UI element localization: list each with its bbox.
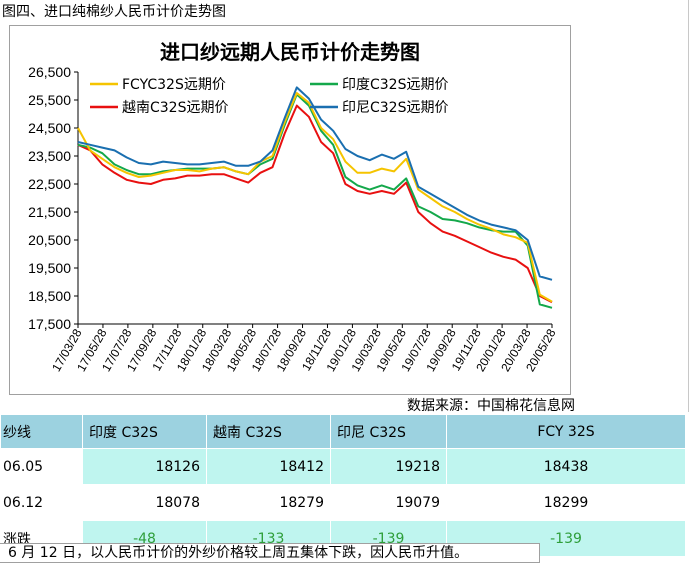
y-tick-label: 18,500	[28, 288, 71, 304]
y-tick-label: 25,500	[28, 92, 71, 108]
series-line	[77, 93, 553, 309]
summary-note: 6 月 12 日，以人民币计价的外纱价格较上周五集体下跌，因人民币升值。	[0, 543, 540, 563]
y-tick-label: 26,500	[28, 64, 71, 80]
table-cell: 19218	[330, 448, 447, 485]
table-cell: 19079	[330, 484, 447, 521]
y-tick-label: 21,500	[28, 204, 71, 220]
y-tick-label: 17,500	[28, 316, 71, 332]
table-cell: 18299	[446, 484, 686, 521]
legend-label: 印尼C32S远期价	[342, 100, 448, 116]
header-indonesia: 印尼 C32S	[330, 414, 447, 449]
legend-label: 越南C32S远期价	[122, 100, 228, 116]
series-line	[77, 104, 553, 304]
table-cell: 18279	[206, 484, 331, 521]
y-tick-label: 24,500	[28, 120, 71, 136]
header-yarn: 纱线	[0, 414, 83, 449]
chart-title: 进口纱远期人民币计价走势图	[160, 40, 420, 64]
chart-frame: 进口纱远期人民币计价走势图 26,500 25,500 24,500 23,500 22…	[9, 25, 571, 395]
table-header-row: 纱线 印度 C32S 越南 C32S 印尼 C32S FCY 32S	[0, 414, 686, 449]
table-cell: 18126	[82, 448, 207, 485]
header-india: 印度 C32S	[82, 414, 207, 449]
price-table: 纱线 印度 C32S 越南 C32S 印尼 C32S FCY 32S 06.05…	[0, 414, 686, 557]
table-cell: 18438	[446, 448, 686, 485]
divider-line	[688, 0, 689, 412]
table-cell: 18078	[82, 484, 207, 521]
y-tick-label: 20,500	[28, 232, 71, 248]
row-label: 06.05	[0, 448, 83, 485]
row-label: 06.12	[0, 484, 83, 521]
table-cell: 18412	[206, 448, 331, 485]
legend-label: 印度C32S远期价	[342, 77, 448, 93]
y-tick-label: 23,500	[28, 148, 71, 164]
series-line	[77, 92, 553, 303]
table-row: 06.12 18078 18279 19079 18299	[0, 484, 686, 521]
y-tick-label: 19,500	[28, 260, 71, 276]
y-tick-label: 22,500	[28, 176, 71, 192]
legend-label: FCYC32S远期价	[122, 77, 226, 93]
data-source: 数据来源：中国棉花信息网	[407, 398, 575, 414]
table-row: 06.05 18126 18412 19218 18438	[0, 448, 686, 485]
header-vietnam: 越南 C32S	[206, 414, 331, 449]
series-line	[77, 86, 553, 281]
figure-heading: 图四、进口纯棉纱人民币计价走势图	[2, 4, 226, 20]
header-fcy: FCY 32S	[446, 414, 686, 449]
price-trend-chart: 进口纱远期人民币计价走势图 26,500 25,500 24,500 23,500 22…	[28, 40, 559, 374]
